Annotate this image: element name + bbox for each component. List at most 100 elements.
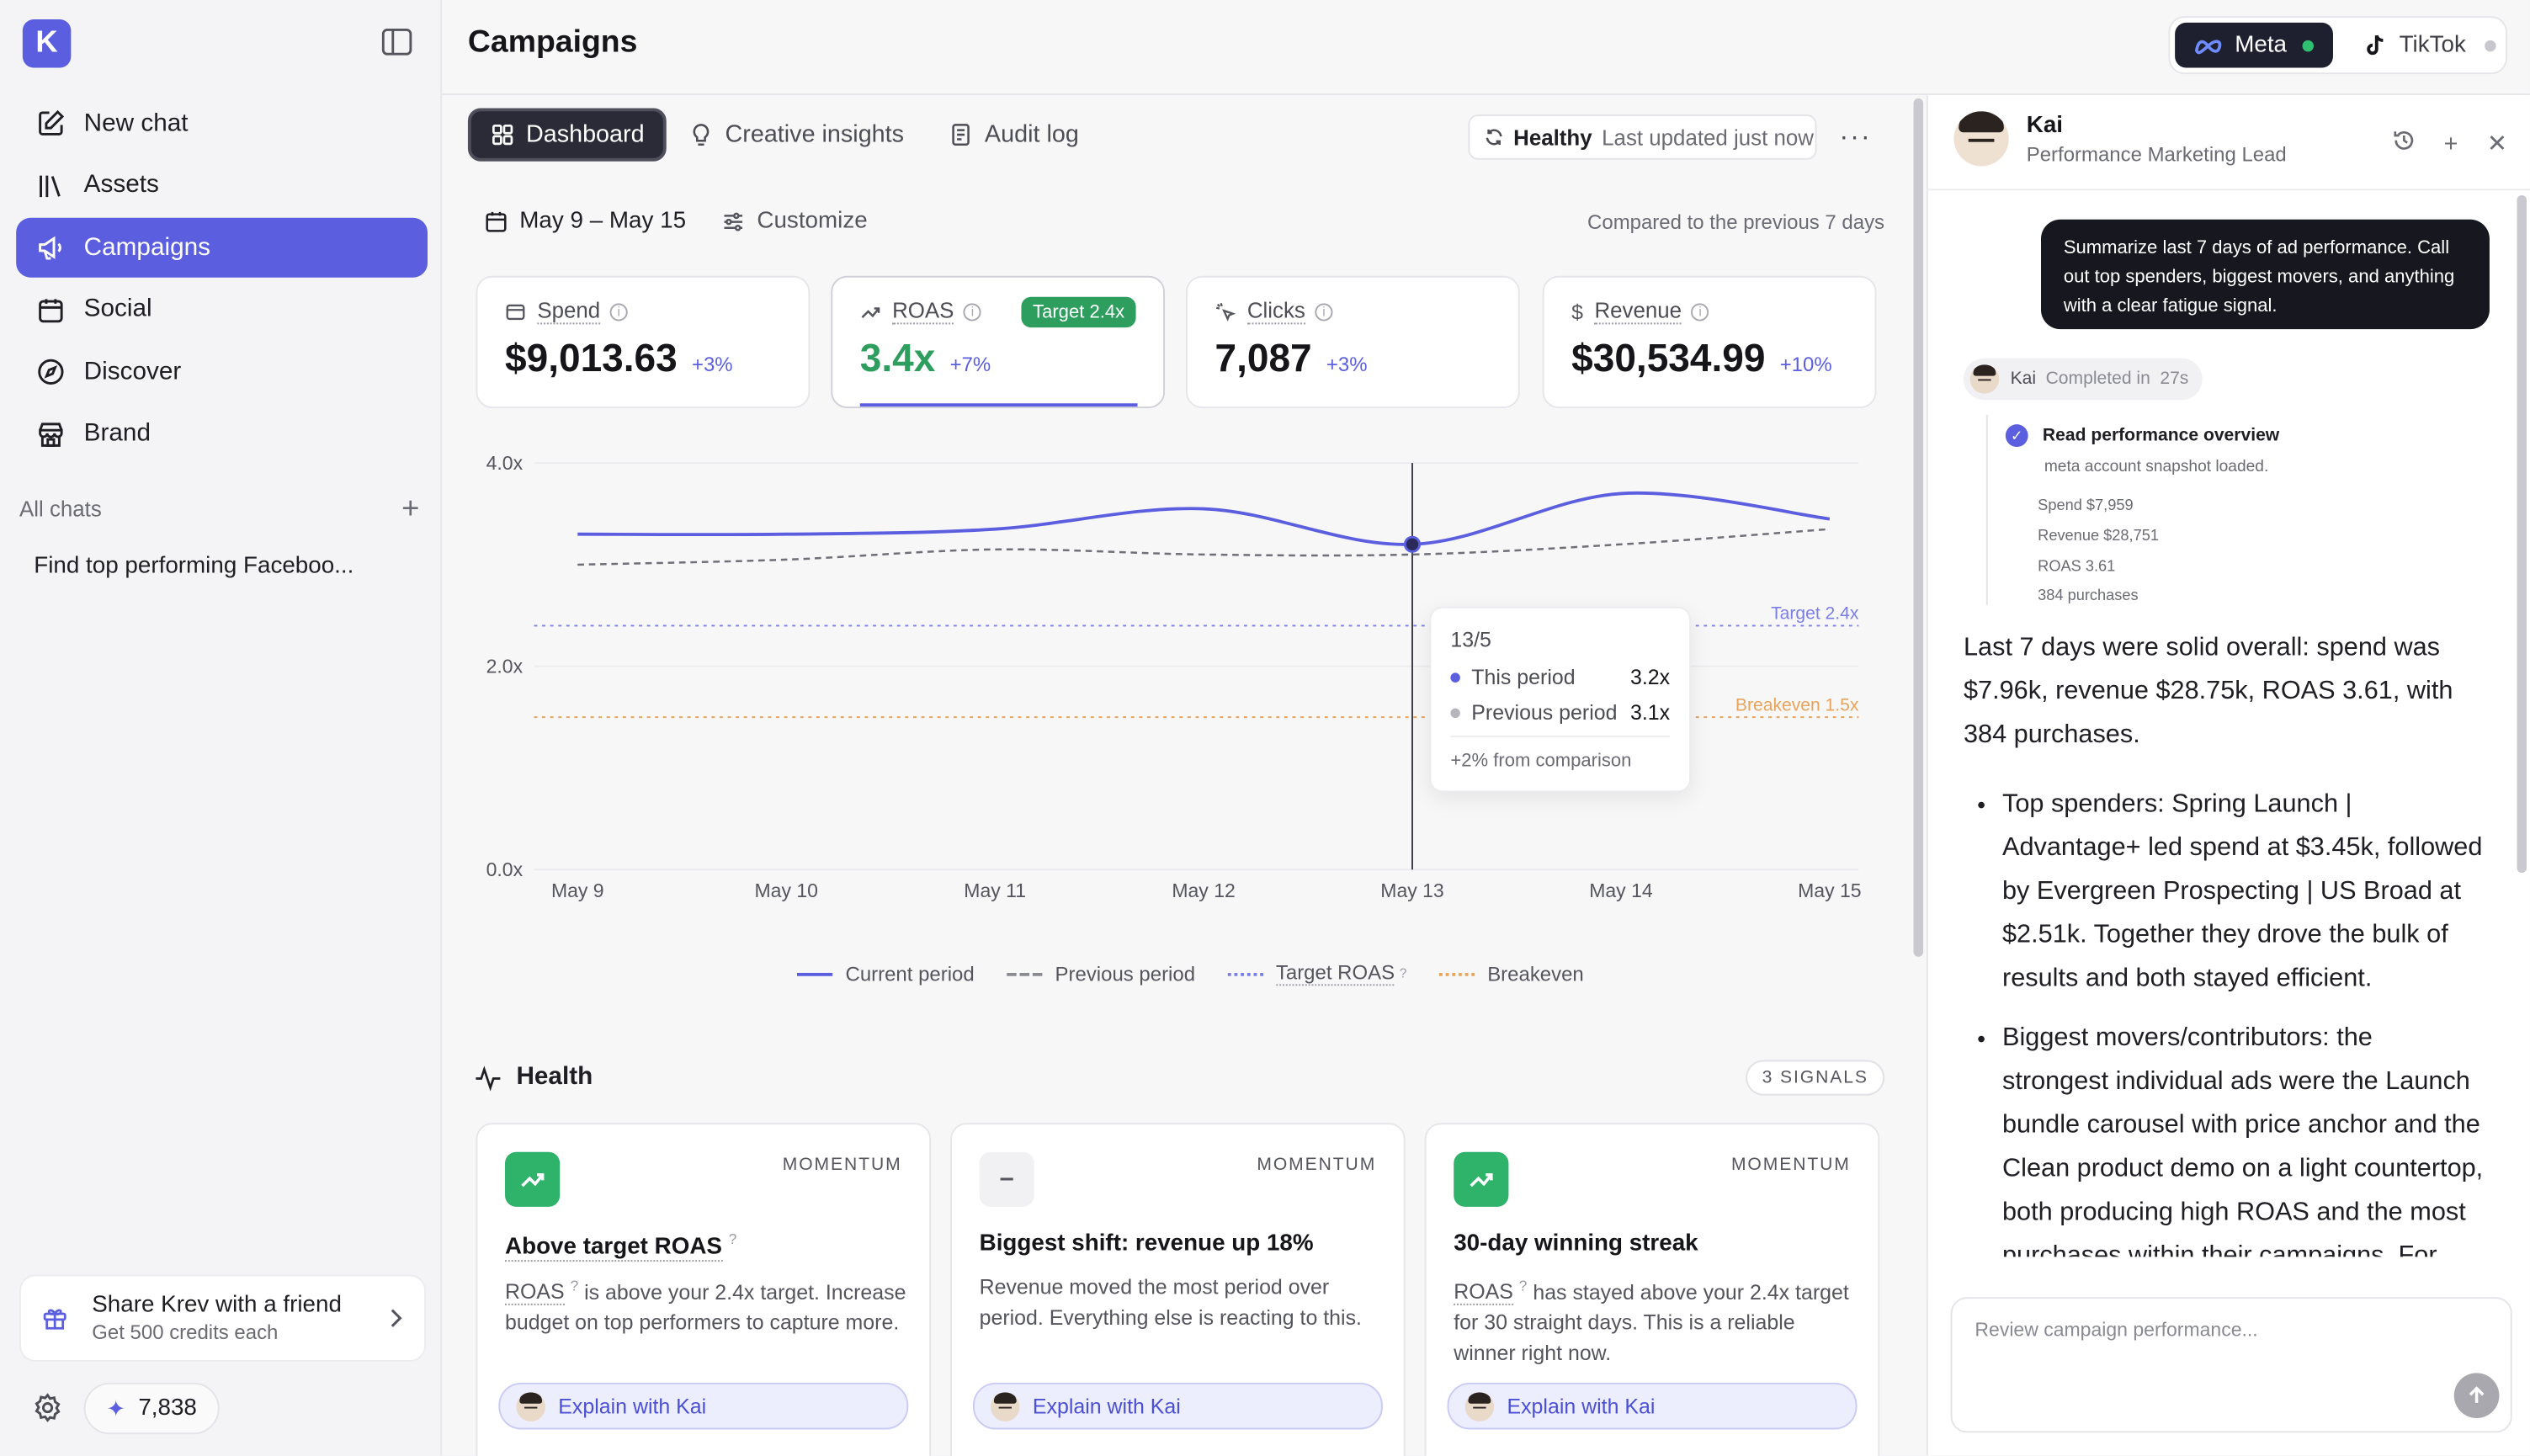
- customize-button[interactable]: Customize: [721, 208, 867, 234]
- main-nav: New chat Assets Campaigns Social Discove…: [16, 93, 428, 467]
- help-icon[interactable]: ?: [729, 1231, 737, 1247]
- nav-item-social[interactable]: Social: [16, 280, 428, 340]
- kpi-value: $30,534.99 +10%: [1571, 337, 1832, 383]
- x-tick-label: May 9: [551, 879, 604, 901]
- tiktok-logo-icon: [2365, 34, 2384, 56]
- share-subtitle: Get 500 credits each: [92, 1321, 342, 1344]
- metric-line: Revenue $28,751: [2038, 523, 2159, 553]
- chat-scrollbar[interactable]: [2517, 195, 2527, 873]
- chat-history-item[interactable]: Find top performing Faceboo...: [34, 554, 353, 580]
- nav-item-brand[interactable]: Brand: [16, 405, 428, 465]
- nav-item-campaigns[interactable]: Campaigns: [16, 218, 428, 278]
- agent-status-chip[interactable]: Kai Completed in 27s: [1964, 359, 2203, 401]
- info-icon[interactable]: i: [1315, 302, 1332, 320]
- card-body: ROAS ? is above your 2.4x target. Increa…: [505, 1272, 908, 1338]
- help-icon[interactable]: ?: [1400, 966, 1407, 980]
- legend-swatch: [1227, 972, 1262, 975]
- step-timeline: [1986, 415, 1988, 605]
- history-icon[interactable]: [2392, 129, 2415, 158]
- nav-item-label: Brand: [84, 420, 151, 449]
- health-status-pill[interactable]: Healthy Last updated just now: [1468, 114, 1816, 160]
- tab-label: Dashboard: [526, 121, 645, 149]
- credits-balance[interactable]: ✦ 7,838: [84, 1383, 220, 1434]
- comparison-note: Compared to the previous 7 days: [1587, 211, 1884, 234]
- card-title: Biggest shift: revenue up 18%: [980, 1231, 1314, 1257]
- tab-creative-insights[interactable]: Creative insights: [667, 108, 926, 161]
- platform-tab-meta[interactable]: Meta: [2175, 23, 2333, 68]
- nav-item-assets[interactable]: Assets: [16, 156, 428, 215]
- calendar-icon: [484, 209, 508, 233]
- kpi-card-spend[interactable]: Spend i $9,013.63 +3%: [476, 276, 811, 408]
- explain-with-kai-button[interactable]: Explain with Kai: [973, 1383, 1383, 1430]
- main-scrollbar[interactable]: [1914, 98, 1924, 957]
- send-button[interactable]: [2454, 1373, 2500, 1418]
- kai-avatar: [1465, 1391, 1495, 1421]
- kpi-value: 7,087 +3%: [1215, 337, 1368, 383]
- more-options-button[interactable]: ···: [1839, 121, 1871, 153]
- store-icon: [35, 419, 66, 449]
- legend-item-target[interactable]: Target ROAS?: [1227, 962, 1406, 986]
- kpi-card-clicks[interactable]: Clicks i 7,087 +3%: [1186, 276, 1520, 408]
- info-icon[interactable]: i: [964, 302, 981, 320]
- info-icon[interactable]: i: [610, 302, 628, 320]
- kpi-delta: +3%: [1326, 353, 1368, 376]
- new-chat-plus-icon[interactable]: +: [401, 494, 419, 524]
- x-tick-label: May 10: [754, 879, 817, 901]
- arrow-up-icon: [2467, 1386, 2486, 1406]
- platform-label: Meta: [2235, 32, 2287, 58]
- plus-icon[interactable]: +: [2444, 130, 2458, 157]
- info-icon[interactable]: i: [1692, 302, 1709, 320]
- reference-line-label: Target 2.4x: [1771, 604, 1859, 624]
- app-logo[interactable]: K: [23, 19, 72, 68]
- dash-icon: –: [980, 1152, 1034, 1207]
- sidebar-toggle-icon[interactable]: [380, 28, 412, 57]
- legend-item-breakeven[interactable]: Breakeven: [1439, 962, 1584, 985]
- status-text: Completed in: [2046, 369, 2150, 389]
- close-icon[interactable]: ✕: [2487, 129, 2507, 158]
- chevron-right-icon: [385, 1307, 405, 1330]
- tooltip-footer: +2% from comparison: [1450, 752, 1670, 771]
- roas-term[interactable]: ROAS: [1454, 1280, 1513, 1306]
- card-title-text: Above target ROAS: [505, 1234, 722, 1262]
- sparkle-icon: ✦: [106, 1395, 125, 1422]
- dashboard-panel: Dashboard Creative insights Audit log He…: [442, 95, 1927, 1455]
- main-area: Campaigns Meta TikTok Dashboard: [442, 0, 2530, 1455]
- message-input[interactable]: [1975, 1318, 2458, 1341]
- nav-item-new-chat[interactable]: New chat: [16, 93, 428, 153]
- x-tick-label: May 15: [1798, 879, 1861, 901]
- kpi-label: ROAS i: [860, 299, 981, 325]
- reply-list: Top spenders: Spring Launch | Advantage+…: [1964, 783, 2483, 1321]
- last-updated-text: Last updated just now: [1602, 125, 1814, 150]
- pulse-icon: [475, 1064, 502, 1092]
- kpi-card-roas[interactable]: ROAS i Target 2.4x 3.4x +7%: [831, 276, 1165, 408]
- settings-gear-icon[interactable]: [32, 1392, 62, 1422]
- metric-line: Spend $7,959: [2038, 492, 2159, 523]
- card-body-text: is above your 2.4x target. Increase budg…: [505, 1280, 906, 1335]
- kpi-delta: +10%: [1780, 353, 1832, 376]
- tab-audit-log[interactable]: Audit log: [927, 108, 1102, 161]
- nav-item-label: Campaigns: [84, 233, 210, 263]
- compass-icon: [35, 357, 66, 387]
- all-chats-header: All chats +: [19, 494, 419, 524]
- explain-with-kai-button[interactable]: Explain with Kai: [498, 1383, 908, 1430]
- nav-item-label: Discover: [84, 358, 182, 387]
- kpi-delta: +7%: [950, 353, 991, 376]
- explain-with-kai-button[interactable]: Explain with Kai: [1448, 1383, 1858, 1430]
- legend-item-previous[interactable]: Previous period: [1007, 962, 1195, 985]
- share-referral-card[interactable]: Share Krev with a friend Get 500 credits…: [19, 1274, 426, 1362]
- kpi-label-text: ROAS: [892, 299, 954, 325]
- legend-item-current[interactable]: Current period: [797, 962, 975, 985]
- platform-tab-tiktok[interactable]: TikTok: [2346, 23, 2516, 68]
- agent-reply: Last 7 days were solid overall: spend wa…: [1964, 626, 2483, 1337]
- tab-dashboard[interactable]: Dashboard: [468, 108, 667, 161]
- tooltip-row-label: Previous period: [1471, 700, 1617, 725]
- roas-term[interactable]: ROAS: [505, 1280, 565, 1306]
- agent-chat-panel: Kai Performance Marketing Lead + ✕ Summa…: [1927, 95, 2530, 1455]
- kpi-card-revenue[interactable]: $ Revenue i $30,534.99 +10%: [1543, 276, 1877, 408]
- tooltip-row-this-period: This period 3.2x: [1450, 665, 1670, 689]
- x-tick-label: May 11: [964, 879, 1026, 901]
- health-section-title: Health: [475, 1063, 593, 1092]
- kpi-label-text: Clicks: [1247, 299, 1305, 325]
- date-range-picker[interactable]: May 9 – May 15: [484, 208, 686, 234]
- nav-item-discover[interactable]: Discover: [16, 343, 428, 402]
